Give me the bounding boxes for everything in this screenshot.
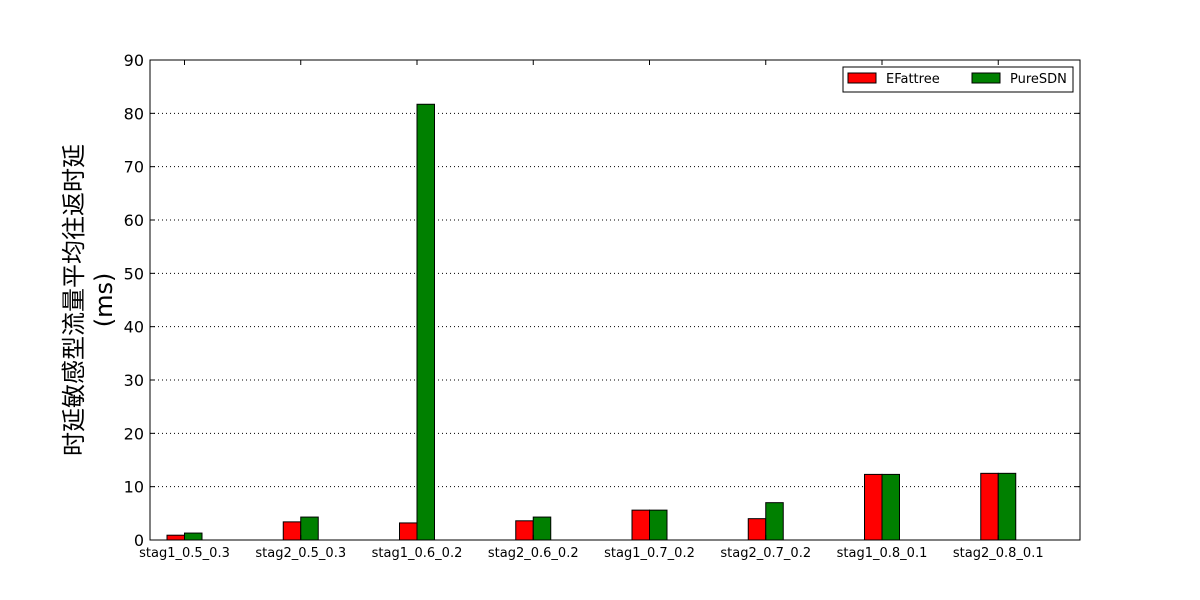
y-axis-label-line1: 时延敏感型流量平均往返时延 — [60, 144, 88, 456]
bar-puresdn-stag2_0.7_0.2 — [765, 502, 784, 541]
bar-puresdn-stag1_0.6_0.2 — [416, 103, 435, 541]
y-tick-label: 50 — [124, 264, 144, 283]
x-tick-label: stag1_0.6_0.2 — [372, 546, 463, 561]
bar-puresdn-stag2_0.8_0.1 — [997, 472, 1017, 541]
plot-area-frame — [149, 59, 1081, 541]
y-axis-label: 时延敏感型流量平均往返时延 (ms) — [60, 144, 118, 456]
bar-efattree-stag1_0.6_0.2 — [399, 522, 418, 541]
y-tick-label: 30 — [124, 371, 144, 390]
y-tick-label: 60 — [124, 211, 144, 230]
bar-puresdn-stag2_0.5_0.3 — [300, 516, 319, 541]
x-tick-label: stag1_0.7_0.2 — [604, 546, 695, 561]
legend-swatch-efattree — [847, 72, 877, 84]
x-tick-label: stag1_0.8_0.1 — [837, 546, 928, 561]
legend-box — [842, 66, 1074, 93]
bar-puresdn-stag1_0.7_0.2 — [649, 509, 668, 541]
y-tick-label: 90 — [124, 51, 144, 70]
legend-label-efattree: EFattree — [886, 72, 940, 87]
x-tick-label: stag2_0.8_0.1 — [953, 546, 1044, 561]
x-tick-label: stag2_0.6_0.2 — [488, 546, 579, 561]
y-tick-label: 80 — [124, 104, 144, 123]
y-tick-label: 20 — [124, 424, 144, 443]
legend-label-puresdn: PureSDN — [1010, 72, 1067, 87]
bar-efattree-stag2_0.8_0.1 — [980, 472, 999, 541]
grid-lines — [150, 112, 1080, 488]
x-axis-ticks: stag1_0.5_0.3 stag2_0.5_0.3 stag1_0.6_0.2 s… — [139, 60, 1044, 561]
bar-efattree-stag2_0.7_0.2 — [747, 518, 767, 541]
bar-efattree-stag2_0.5_0.3 — [282, 521, 302, 541]
bar-efattree-stag2_0.6_0.2 — [515, 520, 534, 541]
bar-puresdn-stag1_0.5_0.3 — [184, 532, 203, 541]
y-tick-label: 70 — [124, 158, 144, 177]
bar-efattree-stag1_0.7_0.2 — [631, 509, 650, 541]
legend: EFattree PureSDN — [842, 66, 1074, 93]
bar-puresdn-stag2_0.6_0.2 — [532, 516, 552, 541]
legend-swatch-puresdn — [971, 72, 1001, 84]
bar-efattree-stag1_0.8_0.1 — [864, 473, 883, 541]
x-tick-label: stag2_0.5_0.3 — [255, 546, 346, 561]
x-tick-label: stag2_0.7_0.2 — [720, 546, 811, 561]
bar-efattree-stag1_0.5_0.3 — [166, 534, 185, 541]
y-axis-ticks: 0 10 20 30 40 50 60 70 80 90 — [124, 51, 1080, 550]
bar-puresdn-stag1_0.8_0.1 — [881, 473, 900, 541]
x-tick-label: stag1_0.5_0.3 — [139, 546, 230, 561]
y-tick-label: 0 — [134, 531, 144, 550]
bars — [166, 103, 1017, 541]
y-tick-label: 10 — [124, 478, 144, 497]
y-tick-label: 40 — [124, 318, 144, 337]
y-axis-label-line2: (ms) — [90, 273, 118, 328]
